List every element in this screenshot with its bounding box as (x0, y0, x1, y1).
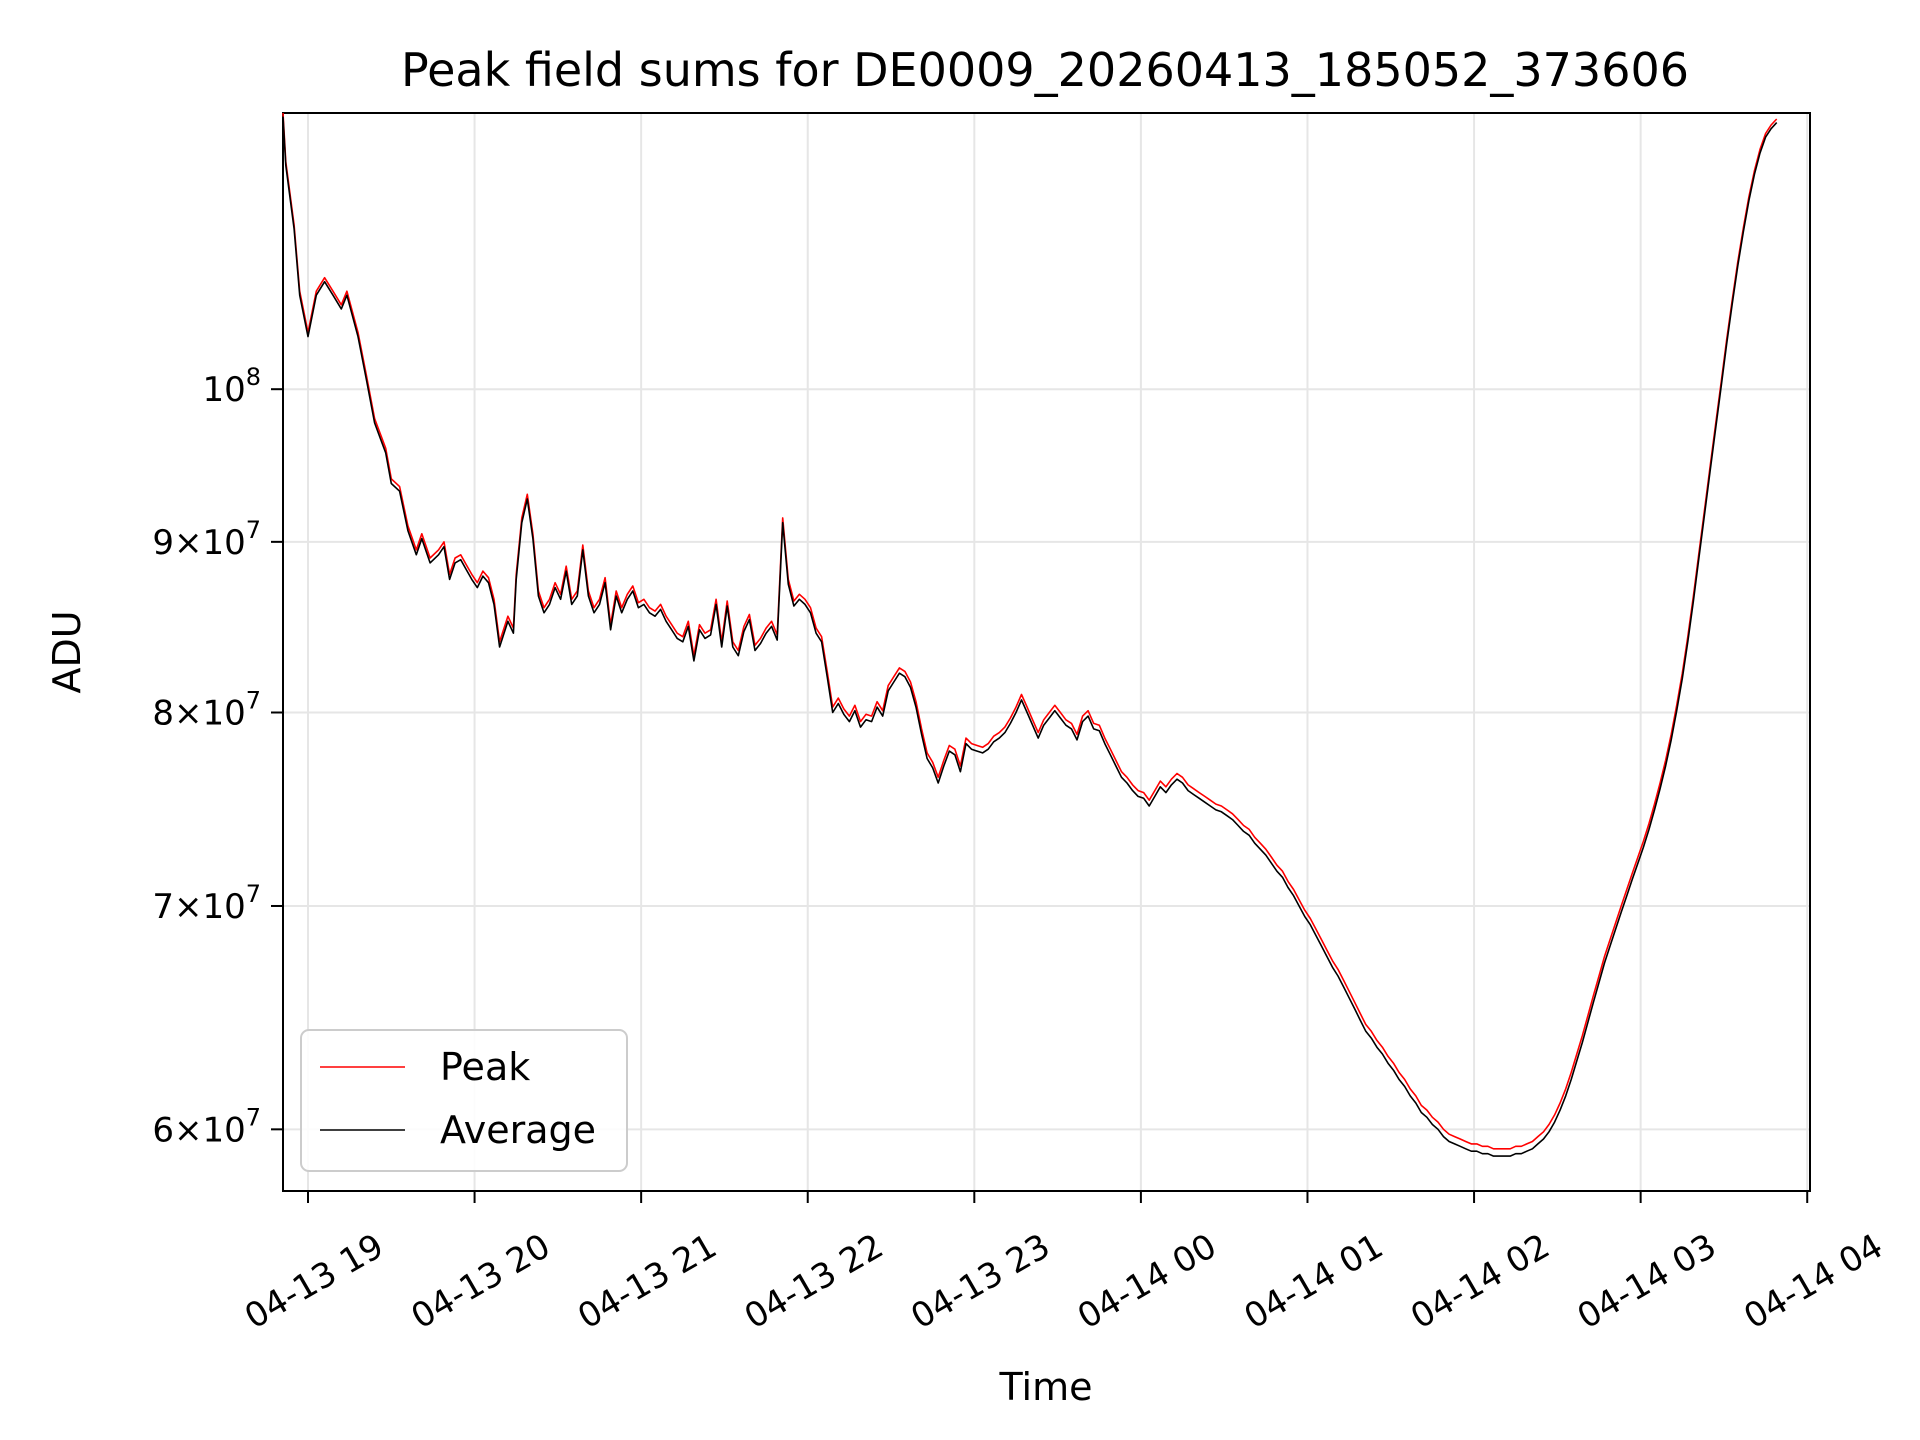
y-tick-label: 7×107 (152, 880, 261, 927)
series-line-peak (282, 112, 1778, 1150)
legend-label-peak: Peak (440, 1045, 530, 1089)
series-layer (282, 112, 1778, 1157)
x-axis-label: Time (999, 1365, 1093, 1409)
y-tick-label: 9×107 (152, 516, 261, 563)
y-axis-label: ADU (45, 610, 89, 693)
y-tick-label: 8×107 (152, 687, 261, 734)
plot-area (282, 112, 1811, 1192)
series-line-average (282, 116, 1778, 1157)
y-tick-label: 108 (202, 363, 261, 410)
chart-title: Peak field sums for DE0009_20260413_1850… (401, 43, 1689, 97)
legend-label-average: Average (440, 1108, 596, 1152)
y-tick-label: 6×107 (152, 1103, 261, 1150)
legend: Peak Average (300, 1029, 628, 1172)
y-axis: 6×107 7×107 8×107 9×107 108 (152, 363, 283, 1150)
legend-box (300, 1029, 628, 1172)
